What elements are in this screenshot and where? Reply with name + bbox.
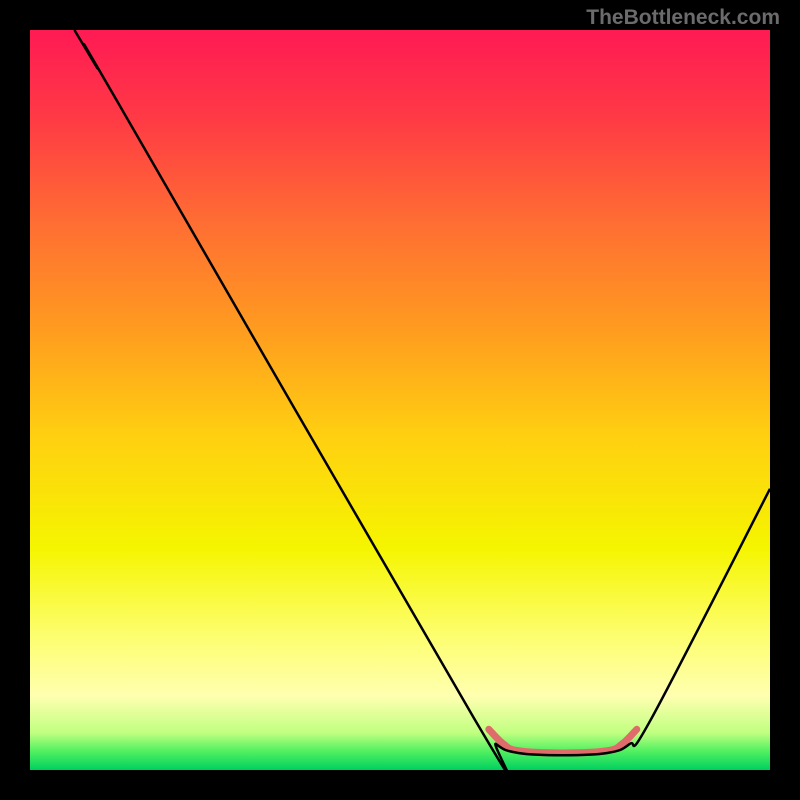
chart-curve-layer: [30, 30, 770, 770]
curve-accent: [489, 729, 637, 753]
attribution-label: TheBottleneck.com: [586, 6, 780, 30]
curve-main: [74, 30, 770, 770]
chart-plot-area: [30, 30, 770, 770]
